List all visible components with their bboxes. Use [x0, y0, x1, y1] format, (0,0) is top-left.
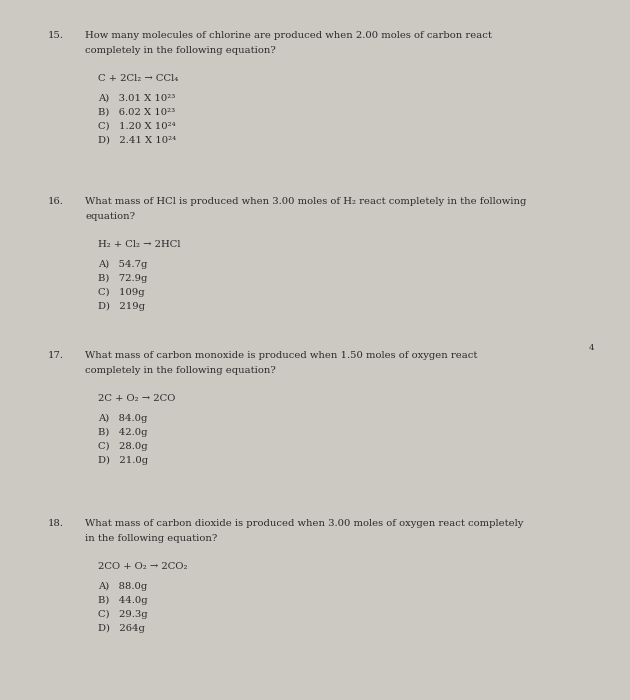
Text: D)   2.41 X 10²⁴: D) 2.41 X 10²⁴ [98, 135, 176, 144]
Text: C)   28.0g: C) 28.0g [98, 442, 147, 451]
Text: equation?: equation? [85, 213, 135, 221]
Text: 2CO + O₂ → 2CO₂: 2CO + O₂ → 2CO₂ [98, 562, 187, 571]
Text: B)   42.0g: B) 42.0g [98, 428, 147, 437]
Text: D)   219g: D) 219g [98, 302, 145, 311]
Text: 17.: 17. [47, 351, 63, 360]
Text: How many molecules of chlorine are produced when 2.00 moles of carbon react: How many molecules of chlorine are produ… [85, 31, 492, 40]
Text: A)   84.0g: A) 84.0g [98, 414, 147, 423]
Text: H₂ + Cl₂ → 2HCl: H₂ + Cl₂ → 2HCl [98, 240, 180, 249]
Text: completely in the following equation?: completely in the following equation? [85, 367, 276, 375]
Text: What mass of carbon monoxide is produced when 1.50 moles of oxygen react: What mass of carbon monoxide is produced… [85, 351, 478, 360]
Text: in the following equation?: in the following equation? [85, 535, 217, 543]
Text: 16.: 16. [47, 197, 63, 206]
Text: A)   3.01 X 10²³: A) 3.01 X 10²³ [98, 93, 175, 102]
Text: C)   29.3g: C) 29.3g [98, 610, 147, 619]
Text: 4: 4 [589, 344, 595, 352]
Text: 2C + O₂ → 2CO: 2C + O₂ → 2CO [98, 394, 175, 403]
Text: B)   44.0g: B) 44.0g [98, 596, 147, 605]
Text: C + 2Cl₂ → CCl₄: C + 2Cl₂ → CCl₄ [98, 74, 178, 83]
Text: A)   54.7g: A) 54.7g [98, 260, 147, 269]
Text: What mass of HCl is produced when 3.00 moles of H₂ react completely in the follo: What mass of HCl is produced when 3.00 m… [85, 197, 527, 206]
Text: D)   264g: D) 264g [98, 624, 144, 633]
Text: C)   1.20 X 10²⁴: C) 1.20 X 10²⁴ [98, 121, 175, 130]
Text: What mass of carbon dioxide is produced when 3.00 moles of oxygen react complete: What mass of carbon dioxide is produced … [85, 519, 524, 528]
Text: 15.: 15. [47, 31, 63, 40]
Text: C)   109g: C) 109g [98, 288, 144, 297]
Text: A)   88.0g: A) 88.0g [98, 582, 147, 591]
Text: B)   72.9g: B) 72.9g [98, 274, 147, 283]
Text: B)   6.02 X 10²³: B) 6.02 X 10²³ [98, 107, 175, 116]
Text: completely in the following equation?: completely in the following equation? [85, 46, 276, 55]
Text: 18.: 18. [47, 519, 63, 528]
Text: D)   21.0g: D) 21.0g [98, 456, 148, 465]
